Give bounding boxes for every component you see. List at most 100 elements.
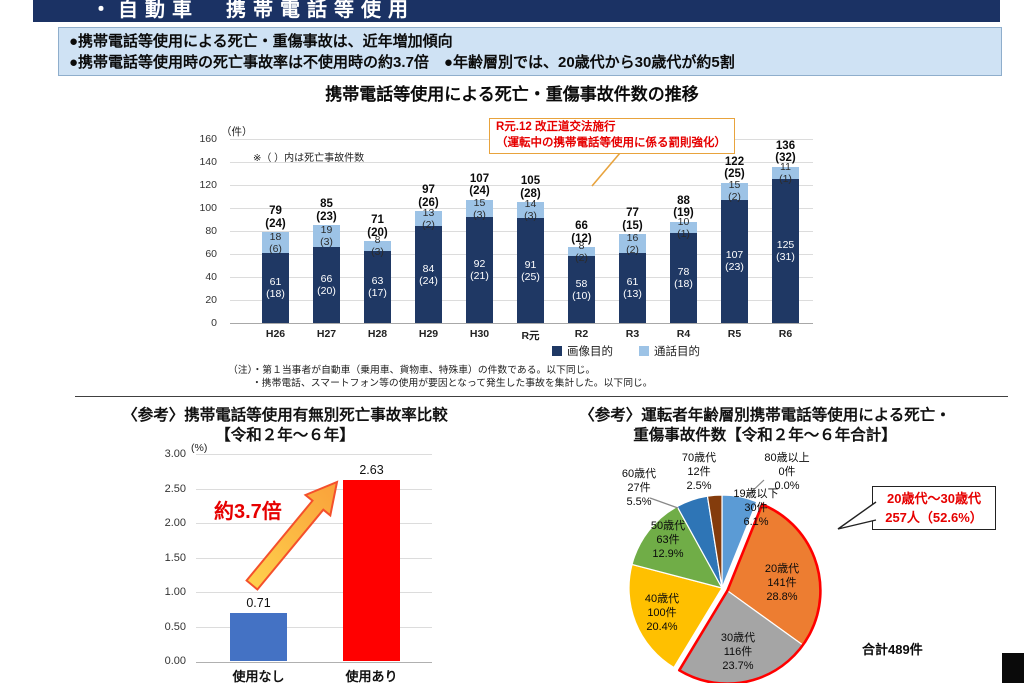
- bar-total-label: 97 (26): [418, 184, 439, 209]
- bar-segment-dark-label: 125 (31): [776, 239, 795, 264]
- gridline: [196, 592, 432, 593]
- bar-segment-dark-label: 61 (18): [266, 275, 285, 300]
- ref-bar-title-line-2: 【令和２年～６年】: [215, 427, 355, 444]
- slide-header-bar: ・自動車 携帯電話等使用: [33, 0, 1000, 22]
- y-axis-tick-label: 140: [199, 156, 217, 168]
- x-axis-category-label: H28: [367, 327, 388, 340]
- summary-line-2: ●携帯電話等使用時の死亡事故率は不使用時の約3.7倍 ●年齢層別では、20歳代か…: [69, 54, 735, 71]
- bar: [343, 480, 400, 662]
- bar-segment-dark: [415, 226, 442, 323]
- ratio-label: 約3.7倍: [214, 501, 282, 523]
- gridline: [230, 161, 813, 163]
- legend-item: 通話目的: [639, 343, 700, 359]
- footnote-line-2: ・携帯電話、スマートフォン等の使用が要因となって発生した事故を集計した。以下同じ…: [252, 378, 653, 389]
- x-axis-category-label: R5: [727, 327, 742, 340]
- y-axis-tick-label: 1.50: [164, 551, 186, 564]
- bar-total-label: 136 (32): [775, 139, 796, 165]
- ref-bar-title-line-1: 〈参考〉携帯電話等使用有無別死亡事故率比較: [122, 407, 448, 424]
- pie-slice-label: 30歳代 116件 23.7%: [720, 632, 756, 672]
- bar-segment-dark-label: 107 (23): [725, 249, 744, 274]
- bar-segment-dark: [772, 179, 799, 323]
- x-axis-category-label: R6: [778, 327, 793, 340]
- y-axis-tick-label: 0.00: [164, 655, 186, 667]
- bar-segment-dark-label: 63 (17): [368, 274, 387, 299]
- x-axis-line: [196, 661, 432, 663]
- bar-segment-dark: [517, 218, 544, 323]
- bar-total-label: 66 (12): [571, 220, 592, 245]
- chart-legend: 画像目的 通話目的: [552, 343, 700, 359]
- bar-segment-light: [364, 241, 391, 251]
- y-axis-tick-label: 2.00: [164, 517, 186, 529]
- y-axis-tick-label: 40: [205, 271, 217, 283]
- x-axis-category-label: H30: [469, 327, 490, 340]
- annotation-line-1: R元.12 改正道交法施行: [496, 121, 616, 133]
- x-axis-category-label: H29: [418, 327, 439, 340]
- main-chart-title: 携帯電話等使用による死亡・重傷事故件数の推移: [325, 85, 699, 104]
- summary-line-1: ●携帯電話等使用による死亡・重傷事故は、近年増加傾向: [69, 33, 453, 50]
- bar-segment-dark: [619, 252, 646, 323]
- bar-value-label: 0.71: [246, 595, 271, 610]
- ref-pie-title-line-2: 重傷事故件数【令和２年～６年合計】: [633, 427, 897, 444]
- bar-total-label: 88 (19): [673, 194, 694, 220]
- x-axis-category-label: H26: [265, 327, 286, 340]
- bar-segment-light-label: 10 (1): [677, 215, 690, 240]
- y-axis-tick-label: 2.50: [164, 482, 186, 495]
- y-axis-tick-label: 0: [211, 317, 217, 329]
- y-axis-tick-label: 20: [205, 294, 217, 306]
- y-axis-tick-label: 0.50: [164, 620, 186, 633]
- bar-segment-light-label: 15 (2): [728, 179, 741, 204]
- bar-segment-light: [721, 182, 748, 200]
- legend-swatch: [639, 346, 649, 356]
- bar-total-label: 122 (25): [724, 155, 745, 181]
- gridline: [196, 454, 432, 455]
- callout-line-2: 257人（52.6%）: [885, 510, 983, 525]
- ref-pie-title-line-1: 〈参考〉運転者年齢層別携帯電話等使用による死亡・: [579, 407, 951, 424]
- bar-segment-light-label: 16 (2): [626, 231, 639, 256]
- bar-segment-light: [619, 234, 646, 253]
- bar-segment-dark-label: 92 (21): [470, 258, 489, 283]
- footnote-line-1: （注）・第１当事者が自動車（乗用車、貨物車、特殊車）の件数である。以下同じ。: [228, 365, 596, 376]
- bar-segment-light: [262, 232, 289, 253]
- bar-segment-light: [568, 247, 595, 257]
- bar-total-label: 71 (20): [367, 214, 388, 239]
- bar-segment-light-label: 8 (2): [575, 239, 588, 264]
- section-divider: [75, 396, 1008, 397]
- y-axis-unit-label: (%): [191, 442, 208, 454]
- bar-segment-light: [466, 199, 493, 218]
- bar-segment-light-label: 11 (1): [779, 160, 792, 185]
- page-corner-mark: [1002, 653, 1024, 683]
- x-axis-category-label: 使用なし: [232, 669, 285, 683]
- bar-segment-light: [772, 166, 799, 180]
- bar-value-label: 2.63: [359, 463, 384, 478]
- y-axis-tick-label: 1.00: [164, 586, 186, 598]
- annotation-line-2: （運転中の携帯電話等使用に係る罰則強化）: [496, 136, 726, 149]
- y-axis-tick-label: 60: [205, 248, 217, 260]
- legend-label: 画像目的: [567, 346, 613, 358]
- callout-line-1: 20歳代～30歳代: [887, 491, 981, 506]
- bar-segment-light-label: 15 (3): [473, 196, 486, 221]
- x-axis-category-label: H27: [316, 327, 337, 340]
- bar-segment-dark-label: 91 (25): [521, 258, 540, 283]
- x-axis-category-label: R3: [625, 327, 640, 340]
- pie-slice-label: 80歳以上 0件 0.0%: [764, 452, 810, 492]
- summary-box: ●携帯電話等使用による死亡・重傷事故は、近年増加傾向 ●携帯電話等使用時の死亡事…: [58, 27, 1002, 76]
- pie-slice-label: 40歳代 100件 20.4%: [644, 593, 680, 633]
- x-axis-category-label: R4: [676, 327, 691, 340]
- bar-total-label: 105 (28): [520, 175, 541, 200]
- annotation-leader-line: [591, 152, 621, 187]
- bar-segment-light: [670, 221, 697, 234]
- bar-segment-light: [517, 202, 544, 219]
- pie-slice-label: 60歳代 27件 5.5%: [621, 468, 657, 508]
- law-annotation-box: R元.12 改正道交法施行 （運転中の携帯電話等使用に係る罰則強化）: [489, 118, 735, 154]
- bar-segment-light-label: 18 (6): [269, 230, 282, 255]
- pie-total-label: 合計489件: [862, 642, 923, 657]
- x-axis-category-label: R2: [574, 327, 589, 340]
- bar-segment-dark-label: 66 (20): [317, 273, 336, 298]
- bar-segment-light: [415, 211, 442, 227]
- bar-segment-dark-label: 58 (10): [572, 277, 591, 302]
- bar-segment-dark: [466, 217, 493, 323]
- x-axis-line: [230, 323, 813, 324]
- gridline: [230, 184, 813, 186]
- legend-swatch: [552, 346, 562, 356]
